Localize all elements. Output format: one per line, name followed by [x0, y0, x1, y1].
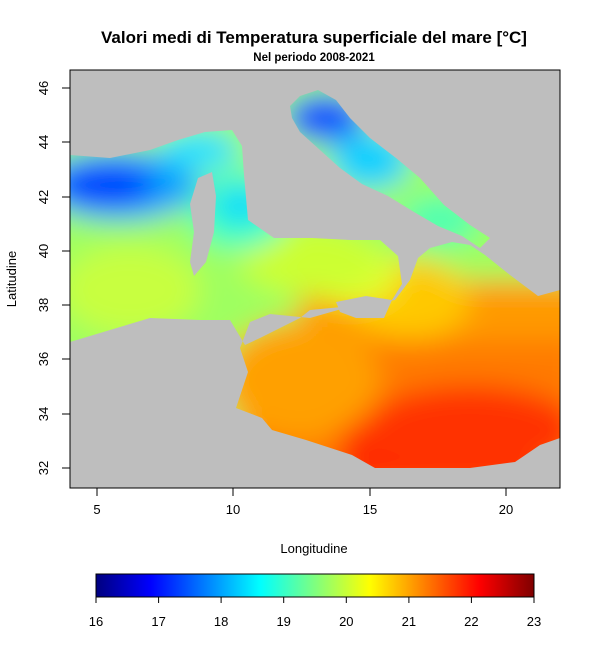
y-axis-title: Latitudine [4, 251, 19, 307]
y-tick-label: 36 [36, 352, 51, 366]
y-tick-label: 42 [36, 190, 51, 204]
y-tick-label: 40 [36, 244, 51, 258]
islands [190, 172, 392, 318]
colorbar-tick-label: 18 [214, 614, 228, 629]
y-tick-label: 34 [36, 407, 51, 421]
colorbar-tick-label: 17 [151, 614, 165, 629]
colorbar-tick-label: 21 [402, 614, 416, 629]
colorbar-tick-label: 20 [339, 614, 353, 629]
sicily [336, 296, 392, 318]
sardinia-corsica [190, 172, 216, 276]
x-tick-label: 20 [499, 502, 513, 517]
y-tick-label: 38 [36, 298, 51, 312]
x-tick-label: 5 [93, 502, 100, 517]
colorbar-tick-label: 19 [276, 614, 290, 629]
x-tick-label: 10 [226, 502, 240, 517]
colorbar: 16 17 18 19 20 21 22 23 [89, 573, 541, 629]
x-axis-title: Longitudine [280, 541, 347, 556]
y-tick-label: 32 [36, 461, 51, 475]
plot-frame [69, 69, 561, 489]
y-tick-label: 46 [36, 81, 51, 95]
chart-title: Valori medi di Temperatura superficiale … [101, 28, 527, 47]
x-tick-label: 15 [363, 502, 377, 517]
colorbar-tick-label: 23 [527, 614, 541, 629]
chart-subtitle: Nel periodo 2008-2021 [253, 52, 375, 64]
y-axis: 32 34 36 38 40 42 44 46 [36, 81, 70, 475]
colorbar-tick-label: 22 [464, 614, 478, 629]
colorbar-gradient [95, 573, 535, 598]
y-tick-label: 44 [36, 135, 51, 149]
colorbar-tick-label: 16 [89, 614, 103, 629]
sea-temperature-field [70, 70, 560, 488]
x-axis: 5 10 15 20 [93, 488, 513, 517]
